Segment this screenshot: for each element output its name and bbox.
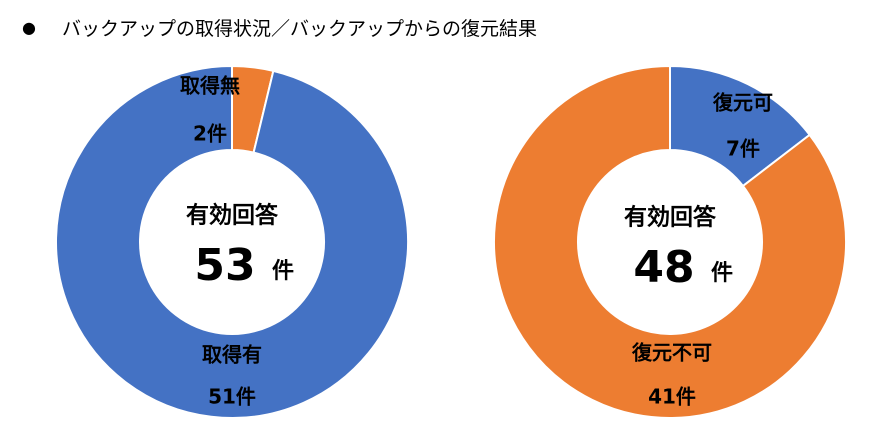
donut-chart-backup-status: 有効回答 53 件 取得無 2件 取得有 51件: [55, 64, 409, 419]
segment-label-name: 復元可: [712, 91, 773, 115]
center-title: 有効回答: [624, 204, 717, 231]
center-value: 53: [194, 240, 255, 291]
center-unit: 件: [272, 259, 294, 284]
segment-label-name: 取得無: [180, 74, 240, 98]
bullet-icon: ●: [22, 18, 36, 37]
segment-label-value: 41件: [648, 385, 696, 409]
segment-label-name: 復元不可: [631, 341, 712, 365]
segment-label-value: 2件: [193, 122, 227, 146]
donut-segment-second: [55, 64, 409, 419]
page-title: ● バックアップの取得状況／バックアップからの復元結果: [22, 14, 537, 41]
segment-label-name: 取得有: [202, 343, 262, 367]
segment-label-value: 7件: [726, 137, 760, 161]
center-value: 48: [633, 242, 694, 293]
donut-segment-second: [493, 64, 847, 419]
center-unit: 件: [711, 261, 733, 286]
segment-label-value: 51件: [208, 385, 256, 409]
center-title: 有効回答: [186, 202, 279, 229]
title-text: バックアップの取得状況／バックアップからの復元結果: [61, 18, 537, 40]
donut-chart-restore-result: 有効回答 48 件 復元可 7件 復元不可 41件: [493, 64, 847, 419]
